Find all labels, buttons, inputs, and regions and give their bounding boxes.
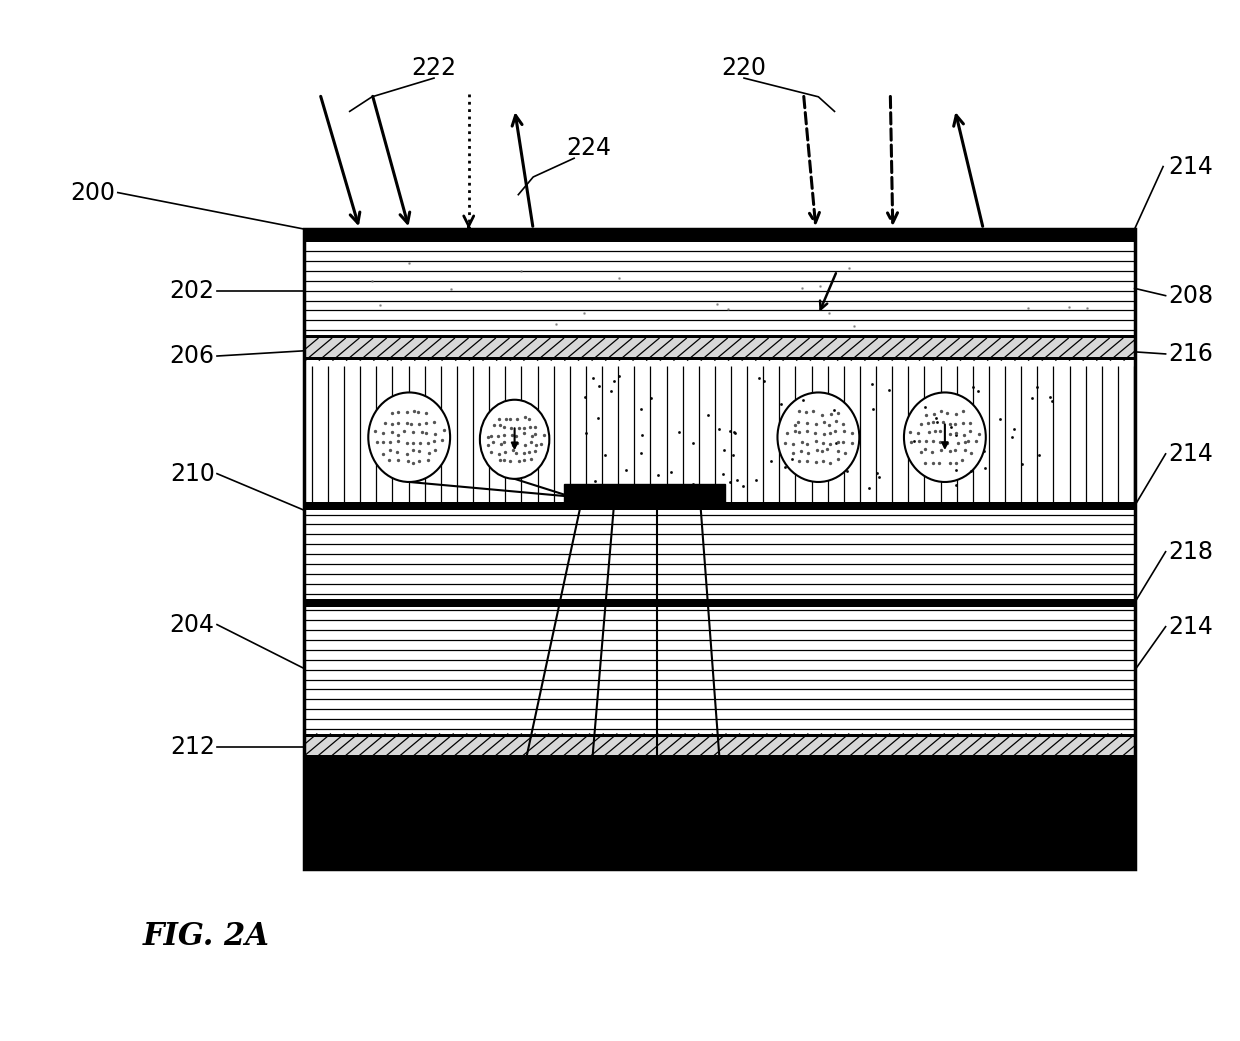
Bar [304, 599, 1135, 607]
Text: 222: 222 [412, 55, 456, 80]
Text: 204: 204 [170, 612, 215, 637]
Text: 200: 200 [71, 180, 115, 205]
Text: 216: 216 [1168, 341, 1213, 366]
Bar [304, 338, 1135, 360]
Bar [304, 357, 1135, 360]
Text: 214: 214 [1168, 441, 1213, 466]
Bar [304, 502, 1135, 510]
Bar [304, 229, 1135, 869]
Text: 210: 210 [170, 461, 215, 486]
Bar [304, 510, 1135, 599]
Bar [304, 758, 1135, 869]
Text: 224: 224 [567, 135, 611, 160]
Bar [304, 607, 1135, 734]
Ellipse shape [480, 400, 549, 479]
Text: 212: 212 [170, 735, 215, 760]
Text: 220: 220 [722, 55, 766, 80]
Text: 202: 202 [170, 279, 215, 304]
Bar [564, 484, 725, 507]
Text: 206: 206 [170, 344, 215, 369]
Text: 214: 214 [1168, 614, 1213, 639]
Text: 214: 214 [1168, 154, 1213, 179]
Ellipse shape [777, 392, 859, 482]
Ellipse shape [904, 392, 986, 482]
Text: 218: 218 [1168, 539, 1213, 564]
Text: 208: 208 [1168, 283, 1213, 308]
Bar [304, 229, 1135, 242]
Bar [304, 755, 1135, 758]
Bar [304, 335, 1135, 338]
Bar [304, 242, 1135, 335]
Text: FIG. 2A: FIG. 2A [143, 921, 269, 953]
Bar [304, 734, 1135, 758]
Ellipse shape [368, 392, 450, 482]
Bar [304, 734, 1135, 737]
Bar [304, 366, 1135, 502]
